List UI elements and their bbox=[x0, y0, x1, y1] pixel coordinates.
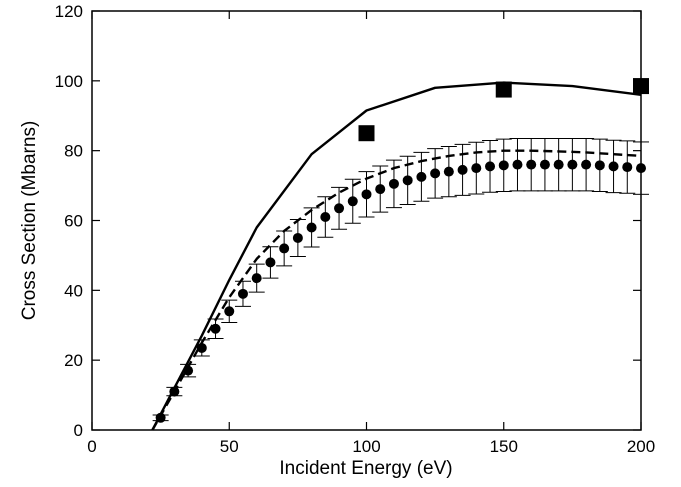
circle-data-point bbox=[210, 323, 221, 334]
x-tick-label: 200 bbox=[627, 437, 655, 456]
circle-data-point bbox=[581, 159, 592, 170]
circle-data-point bbox=[443, 166, 454, 177]
y-tick-label: 40 bbox=[64, 281, 83, 300]
circle-data-point bbox=[512, 159, 523, 170]
circle-data-point bbox=[498, 160, 509, 171]
circle-data-point bbox=[361, 189, 372, 200]
circle-data-point bbox=[375, 184, 386, 195]
circle-data-point bbox=[622, 162, 633, 173]
square-data-point bbox=[495, 81, 512, 98]
x-axis-label: Incident Energy (eV) bbox=[279, 458, 452, 479]
circle-data-point bbox=[347, 196, 358, 207]
circle-data-point bbox=[416, 171, 427, 182]
dashed-theory-curve bbox=[151, 149, 642, 431]
y-tick-label: 0 bbox=[74, 421, 83, 440]
y-tick-label: 80 bbox=[64, 142, 83, 161]
circle-data-point bbox=[567, 159, 578, 170]
x-tick-label: 50 bbox=[220, 437, 239, 456]
solid-theory-curve bbox=[151, 81, 642, 431]
circle-data-point bbox=[306, 222, 317, 233]
x-tick-label: 0 bbox=[87, 437, 96, 456]
circle-data-point bbox=[237, 288, 248, 299]
square-data-point bbox=[358, 125, 375, 142]
circle-data-point bbox=[539, 159, 550, 170]
circle-data-point bbox=[608, 161, 619, 172]
circle-data-point bbox=[265, 257, 276, 268]
circle-data-point bbox=[594, 160, 605, 171]
y-tick-label: 60 bbox=[64, 212, 83, 231]
axes: 0 50 100 150 200 0 20 40 60 80 100 120 bbox=[55, 2, 656, 456]
plot-frame bbox=[91, 10, 642, 431]
y-tick-label: 20 bbox=[64, 351, 83, 370]
circle-data-point bbox=[471, 163, 482, 174]
circle-data-point bbox=[196, 342, 207, 353]
circle-data-point bbox=[292, 232, 303, 243]
circle-data-point bbox=[251, 273, 262, 284]
circle-data-point bbox=[320, 212, 331, 223]
circle-data-point bbox=[279, 243, 290, 254]
circle-data-point bbox=[553, 159, 564, 170]
circle-data-point bbox=[183, 365, 194, 376]
circle-data-point bbox=[155, 412, 166, 423]
plot-marks bbox=[151, 78, 649, 431]
circle-data-point bbox=[526, 159, 537, 170]
x-tick-label: 150 bbox=[490, 437, 518, 456]
circle-data-point bbox=[485, 161, 496, 172]
y-axis-label: Cross Section (Mbarns) bbox=[19, 121, 40, 321]
circle-data-point bbox=[457, 164, 468, 175]
circle-data-point bbox=[169, 386, 180, 397]
circle-data-point bbox=[224, 306, 235, 317]
y-tick-label: 100 bbox=[55, 72, 83, 91]
circle-data-point bbox=[388, 178, 399, 189]
circle-data-point bbox=[402, 175, 413, 186]
y-tick-label: 120 bbox=[55, 2, 83, 21]
x-tick-label: 100 bbox=[352, 437, 380, 456]
circle-data-point bbox=[430, 168, 441, 179]
circle-data-point bbox=[334, 203, 345, 214]
